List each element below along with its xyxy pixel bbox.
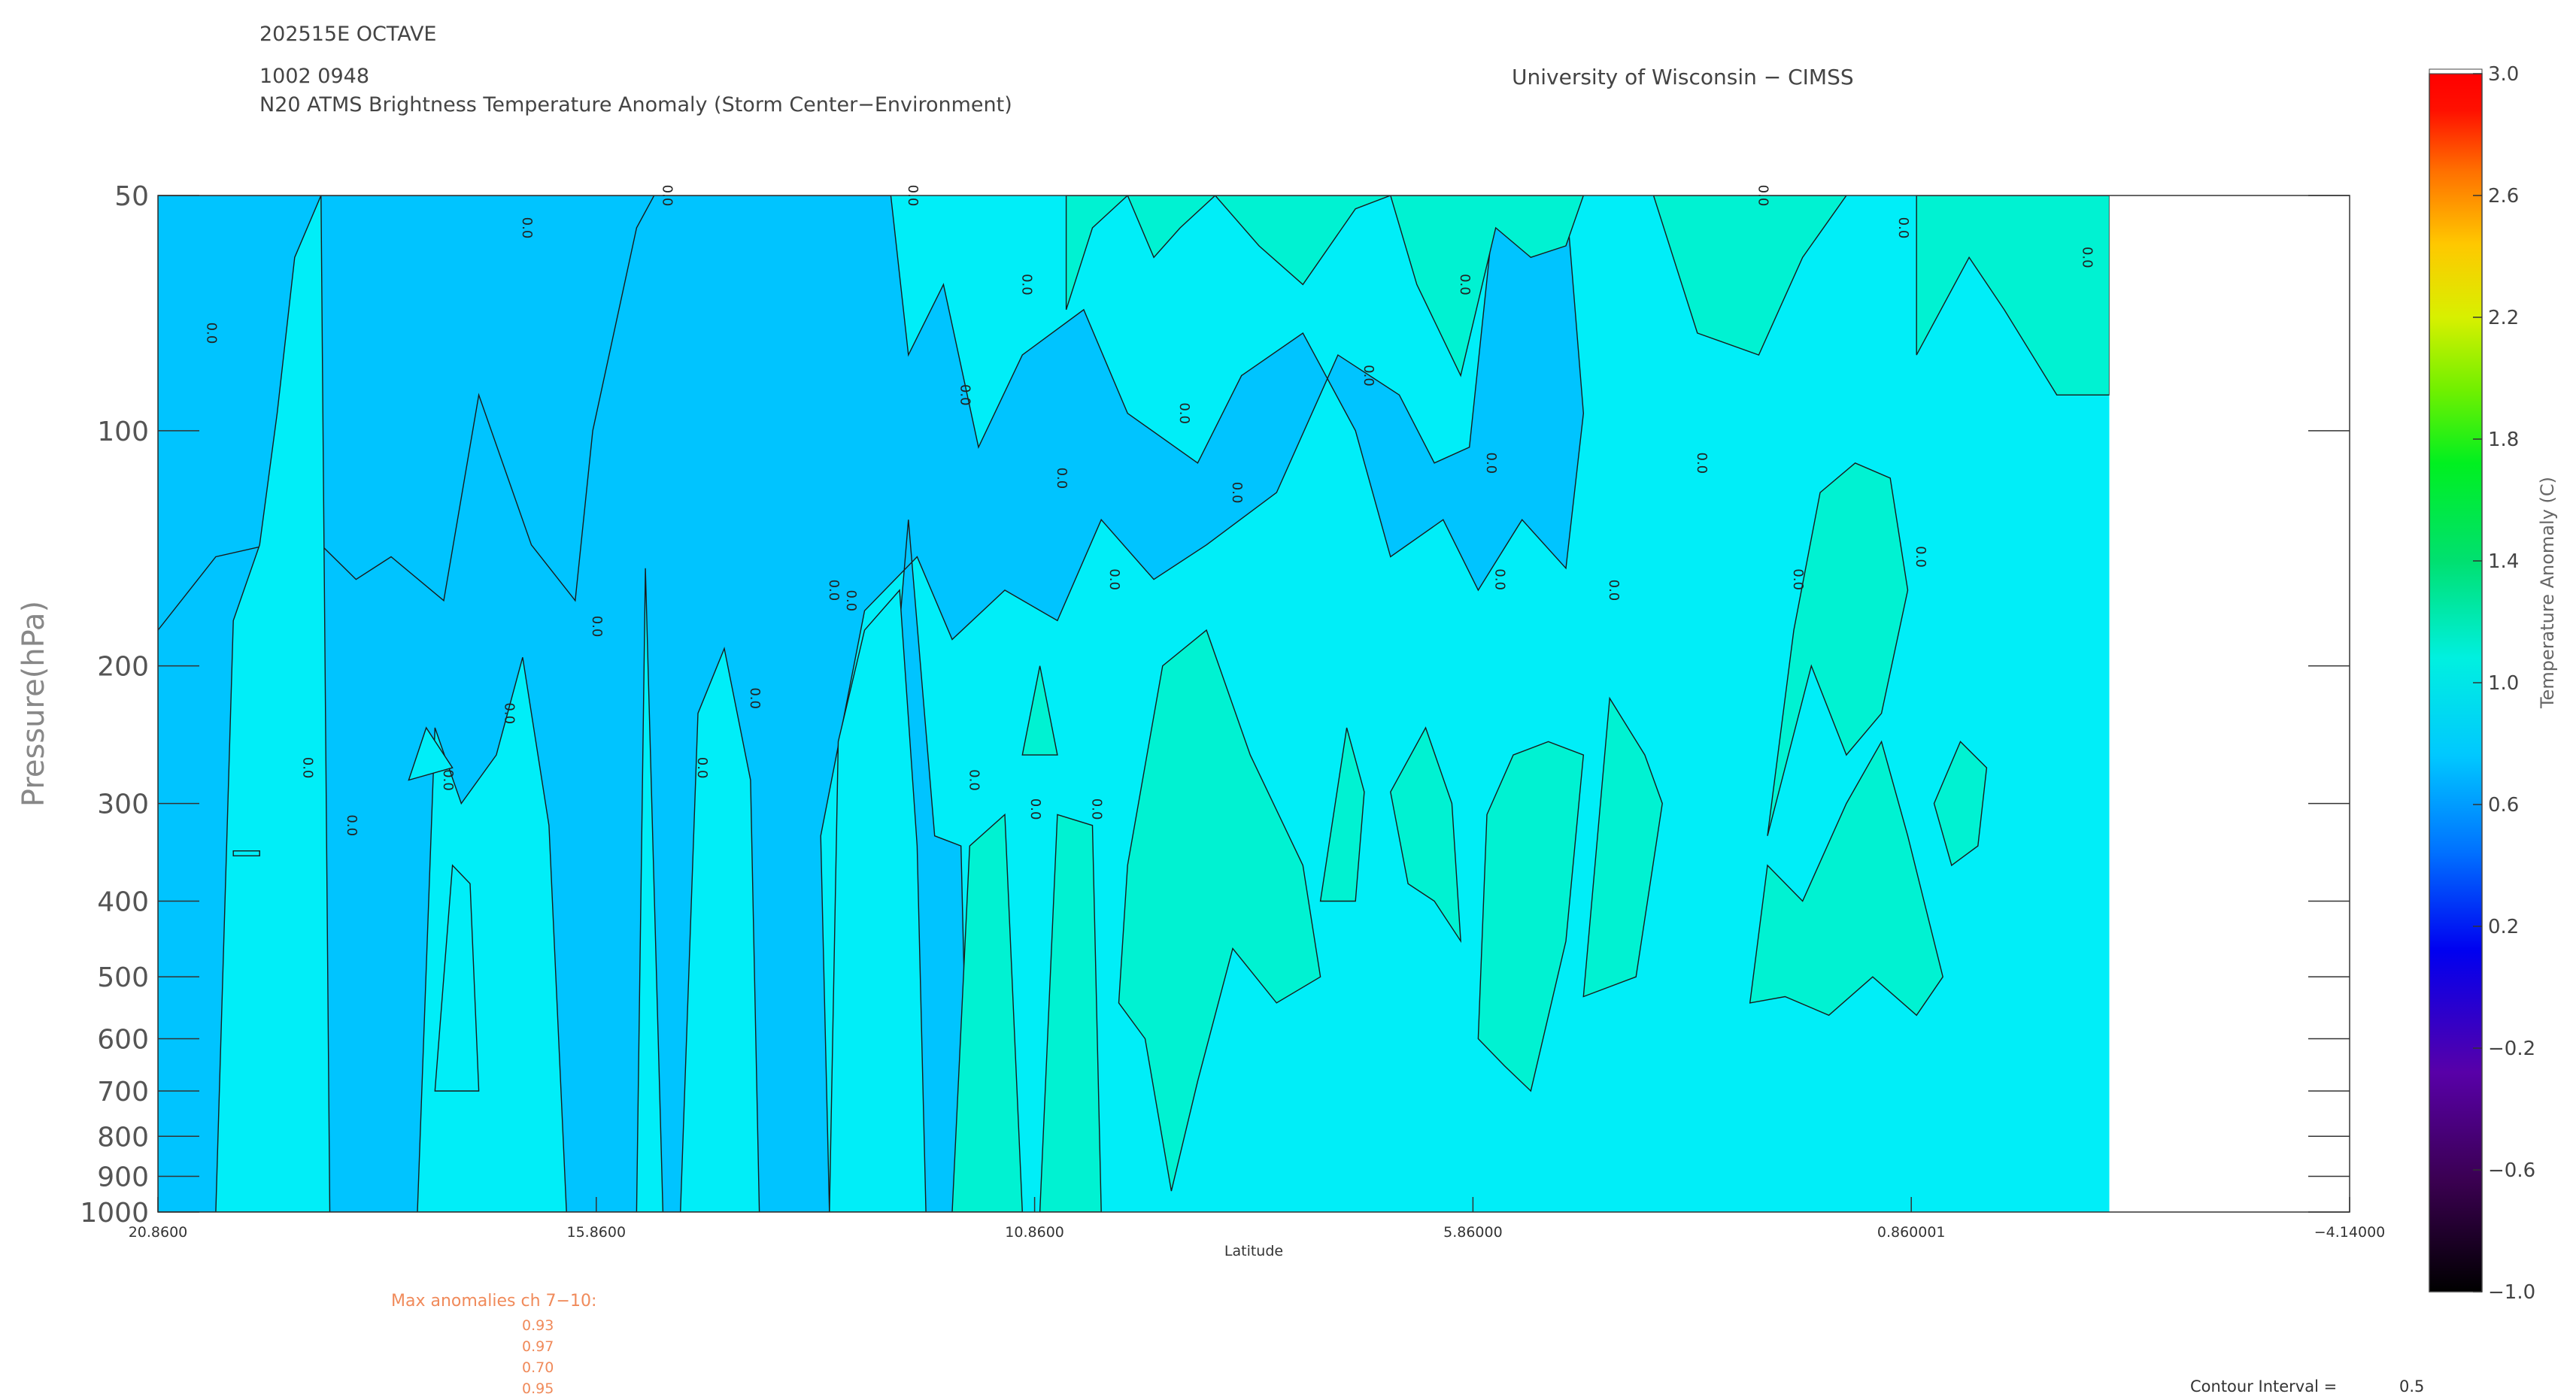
contour-fills	[158, 195, 2110, 1212]
fill-region-mid-d	[636, 568, 664, 1212]
colorbar-tick-label-2: 2.2	[2488, 307, 2519, 329]
max-anomaly-ch10: 0.95	[522, 1380, 554, 1397]
contour-label-32: 0.0	[502, 702, 517, 724]
y-tick-label-50: 50	[114, 181, 149, 212]
contour-label-30: 0.0	[344, 814, 360, 836]
fill-region-high-5	[1477, 741, 1585, 1092]
contour-label-1: 0.0	[519, 217, 535, 239]
plot-frame	[157, 195, 2350, 1213]
contour-label-4: 0.0	[694, 757, 710, 779]
fill-region-high-7	[1749, 740, 1943, 1017]
fill-region-high-2	[1039, 814, 1102, 1212]
fill-region-high-6	[1582, 696, 1663, 998]
colorbar-tick-label-10: −1.0	[2488, 1281, 2535, 1304]
y-tick-label-100: 100	[97, 417, 149, 447]
contour-label-27: 0.0	[1913, 546, 1928, 568]
contour-label-19: 0.0	[1457, 274, 1473, 295]
contour-label-6: 0.0	[826, 580, 842, 602]
contour-label-22: 0.0	[1606, 580, 1622, 602]
colorbar-tick-label-1: 2.6	[2488, 185, 2519, 208]
max-anomaly-ch9: 0.70	[522, 1359, 554, 1376]
fill-region-mid-f	[829, 589, 927, 1212]
colorbar-tick-label-4: 1.4	[2488, 550, 2519, 573]
chart-title: N20 ATMS Brightness Temperature Anomaly …	[259, 93, 1012, 117]
colorbar-tick-label-9: −0.6	[2488, 1159, 2535, 1182]
header-datetime: 1002 0948	[259, 65, 370, 88]
fill-region-mid-g	[408, 726, 454, 781]
contour-label-25: 0.0	[1790, 568, 1806, 590]
contour-label-16: 0.0	[1176, 402, 1192, 424]
fill-region-high-8	[1933, 741, 1988, 867]
contour-label-14: 0.0	[1089, 799, 1105, 820]
y-tick-label-900: 900	[97, 1162, 149, 1192]
x-axis-label: Latitude	[1224, 1243, 1283, 1259]
colorbar-tick-label-6: 0.6	[2488, 794, 2519, 817]
colorbar-label: Temperature Anomaly (C)	[2537, 477, 2558, 709]
contour-label-17: 0.0	[1229, 482, 1245, 504]
contour-label-31: 0.0	[440, 769, 456, 791]
contour-label-9: 0.0	[957, 384, 973, 406]
contour-label-13: 0.0	[1054, 468, 1070, 489]
y-tick-label-500: 500	[97, 962, 149, 993]
fill-region-mid-e	[679, 647, 760, 1212]
header-storm-id: 202515E OCTAVE	[259, 23, 437, 46]
fill-region-high-12	[1652, 195, 1847, 356]
fill-region-high-15	[1021, 665, 1058, 756]
x-tick-label-5: −4.14000	[2314, 1224, 2386, 1241]
contour-label-26: 0.0	[1895, 217, 1911, 239]
x-tick-label-2: 10.8600	[1005, 1224, 1064, 1241]
colorbar-tick-label-8: −0.2	[2488, 1038, 2535, 1060]
y-axis-label: Pressure(hPa)	[17, 601, 51, 807]
x-tick-label-3: 5.86000	[1443, 1224, 1503, 1241]
contour-label-11: 0.0	[1018, 274, 1034, 295]
contour-label-18: 0.0	[1361, 365, 1376, 386]
fill-region-high-1	[951, 813, 1024, 1212]
fill-region-high-10	[1065, 195, 1391, 311]
colorbar-tick-label-5: 1.0	[2488, 672, 2519, 695]
contour-label-7: 0.0	[843, 590, 859, 612]
fill-region-mid-a	[215, 195, 331, 1212]
y-tick-label-200: 200	[97, 652, 149, 683]
y-tick-label-400: 400	[97, 886, 149, 917]
contour-label-20: 0.0	[1483, 453, 1499, 474]
fill-region-high-3	[1118, 629, 1321, 1192]
contour-interval-label: Contour Interval =	[2190, 1377, 2338, 1395]
colorbar-top-cap	[2429, 68, 2483, 74]
colorbar-tick-label-7: 0.2	[2488, 916, 2519, 938]
fill-region-high-14	[1319, 727, 1365, 902]
contour-label-21: 0.0	[1492, 568, 1508, 590]
x-tick-label-0: 20.8600	[129, 1224, 188, 1241]
colorbar-tick-label-3: 1.8	[2488, 429, 2519, 451]
max-anomalies-title: Max anomalies ch 7−10:	[391, 1292, 597, 1311]
contour-label-28: 0.0	[2080, 247, 2095, 268]
y-tick-label-700: 700	[97, 1077, 149, 1108]
contour-label-5: 0.0	[747, 687, 763, 709]
max-anomaly-ch7: 0.93	[522, 1317, 554, 1334]
colorbar-tick-label-0: 3.0	[2488, 63, 2519, 86]
fill-region-high-13	[1916, 195, 2110, 395]
y-tick-label-800: 800	[97, 1122, 149, 1153]
fill-region-high-11	[1390, 195, 1585, 377]
contour-label-23: 0.0	[1694, 453, 1710, 474]
fill-region-mid-c	[434, 864, 480, 1092]
x-tick-label-4: 0.860001	[1877, 1224, 1946, 1241]
contour-label-29: 0.0	[299, 757, 315, 779]
fill-region-high-9	[1767, 462, 1909, 836]
y-tick-label-1000: 1000	[80, 1198, 149, 1229]
x-tick-label-1: 15.8600	[567, 1224, 627, 1241]
contour-label-15: 0.0	[1106, 568, 1122, 590]
institution-label: University of Wisconsin − CIMSS	[1512, 65, 1854, 89]
fill-region-high-4	[1390, 726, 1461, 944]
contour-interval-value: 0.5	[2399, 1377, 2425, 1395]
y-tick-label-300: 300	[97, 789, 149, 820]
contour-label-0: 0.0	[203, 323, 219, 344]
y-tick-label-600: 600	[97, 1024, 149, 1055]
contour-label-2: 0.0	[589, 616, 605, 638]
max-anomaly-ch8: 0.97	[522, 1338, 554, 1355]
fill-region-mid-h	[232, 850, 260, 856]
contour-label-12: 0.0	[1027, 799, 1043, 820]
contour-label-10: 0.0	[966, 769, 982, 791]
